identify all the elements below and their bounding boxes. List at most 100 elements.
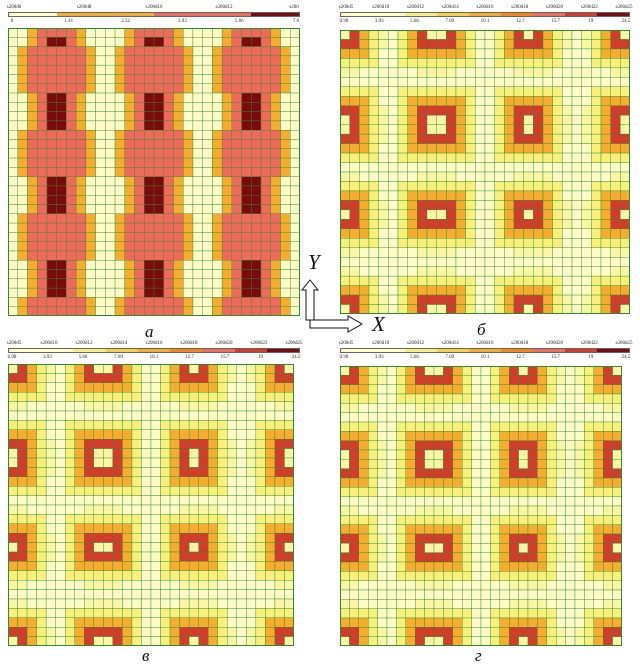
- mesh-cell: [75, 120, 87, 131]
- mesh-cell: [494, 247, 505, 258]
- mesh-cell: [241, 213, 252, 224]
- mesh-cell: [388, 171, 399, 182]
- mesh-cell: [74, 364, 85, 374]
- mesh-cell: [490, 384, 500, 395]
- mesh-cell: [359, 86, 370, 97]
- mesh-cell: [280, 185, 291, 196]
- mesh-cell: [600, 48, 611, 59]
- mesh-cell: [620, 285, 630, 296]
- mesh-cell: [436, 256, 447, 267]
- mesh-cell: [265, 532, 276, 543]
- mesh-cell: [66, 37, 77, 47]
- mesh-cell: [581, 200, 592, 211]
- mesh-cell: [84, 598, 95, 609]
- mesh-cell: [95, 37, 106, 47]
- mesh-cell: [270, 28, 281, 38]
- mesh-cell: [160, 570, 171, 581]
- mesh-cell: [533, 266, 544, 277]
- mesh-cell: [518, 617, 529, 628]
- mesh-cell: [236, 551, 247, 562]
- mesh-cell: [480, 403, 491, 413]
- mesh-cell: [182, 92, 194, 103]
- legend-value: 15.7: [551, 19, 560, 24]
- mesh-cell: [17, 213, 28, 224]
- mesh-cell: [368, 77, 379, 87]
- mesh-cell: [465, 114, 476, 125]
- mesh-cell: [436, 39, 447, 50]
- mesh-cell: [103, 608, 114, 618]
- mesh-cell: [188, 382, 199, 393]
- mesh-cell: [270, 55, 281, 66]
- mesh-cell: [8, 579, 18, 590]
- mesh-cell: [198, 401, 209, 412]
- mesh-cell: [424, 393, 435, 404]
- mesh-cell: [593, 524, 604, 535]
- mesh-cell: [349, 77, 360, 87]
- mesh-cell: [134, 46, 145, 57]
- mesh-cell: [484, 58, 495, 69]
- mesh-cell: [188, 579, 199, 590]
- mesh-cell: [368, 375, 378, 385]
- mesh-cell: [290, 278, 300, 289]
- mesh-cell: [241, 46, 252, 57]
- mesh-cell: [8, 485, 18, 496]
- mesh-cell: [414, 496, 425, 507]
- mesh-cell: [542, 105, 553, 116]
- mesh-cell: [433, 477, 444, 488]
- mesh-cell: [85, 111, 96, 122]
- mesh-cell: [612, 487, 622, 497]
- mesh-cell: [150, 448, 161, 459]
- mesh-cell: [112, 401, 123, 412]
- mesh-cell: [591, 114, 602, 125]
- mesh-cell: [95, 278, 106, 289]
- mesh-cell: [417, 77, 428, 87]
- mesh-cell: [452, 487, 463, 497]
- mesh-cell: [251, 269, 262, 280]
- mesh-cell: [513, 77, 524, 87]
- legend-value: 24.5: [621, 19, 631, 24]
- mesh-cell: [368, 412, 378, 423]
- mesh-cell: [144, 111, 155, 122]
- mesh-cell: [173, 232, 184, 242]
- mesh-cell: [188, 598, 199, 609]
- mesh-cell: [555, 366, 566, 376]
- mesh-cell: [207, 457, 218, 468]
- mesh-cell: [527, 552, 538, 563]
- mesh-cell: [593, 403, 604, 413]
- mesh-cell: [122, 523, 133, 534]
- legend-value: 0.98: [339, 355, 349, 360]
- mesh-cell: [508, 421, 519, 432]
- mesh-cell: [508, 459, 519, 469]
- mesh-cell: [513, 124, 524, 135]
- mesh-cell: [290, 250, 300, 261]
- mesh-cell: [358, 468, 369, 479]
- mesh-cell: [494, 238, 505, 248]
- mesh-cell: [8, 467, 18, 478]
- mesh-cell: [255, 514, 266, 524]
- mesh-cell: [349, 48, 360, 59]
- mesh-cell: [188, 636, 199, 646]
- mesh-cell: [182, 139, 194, 149]
- mesh-cell: [131, 467, 142, 478]
- mesh-cell: [188, 457, 199, 468]
- mesh-cell: [475, 266, 486, 277]
- mesh-cell: [246, 579, 257, 590]
- mesh-cell: [610, 304, 621, 314]
- mesh-cell: [202, 195, 213, 205]
- mesh-cell: [36, 392, 47, 402]
- mesh-cell: [221, 37, 233, 47]
- mesh-cell: [198, 570, 209, 581]
- legend-rebar-name: s200d20: [546, 5, 563, 10]
- mesh-cell: [494, 114, 505, 125]
- mesh-cell: [388, 285, 399, 296]
- mesh-cell: [188, 589, 199, 600]
- mesh-cell: [74, 504, 85, 515]
- mesh-cell: [231, 185, 242, 196]
- mesh-cell: [84, 636, 95, 646]
- mesh-cell: [75, 260, 87, 270]
- mesh-cell: [405, 589, 416, 600]
- mesh-cell: [280, 195, 291, 205]
- mesh-cell: [388, 294, 399, 305]
- mesh-cell: [443, 477, 454, 488]
- mesh-cell: [518, 384, 529, 395]
